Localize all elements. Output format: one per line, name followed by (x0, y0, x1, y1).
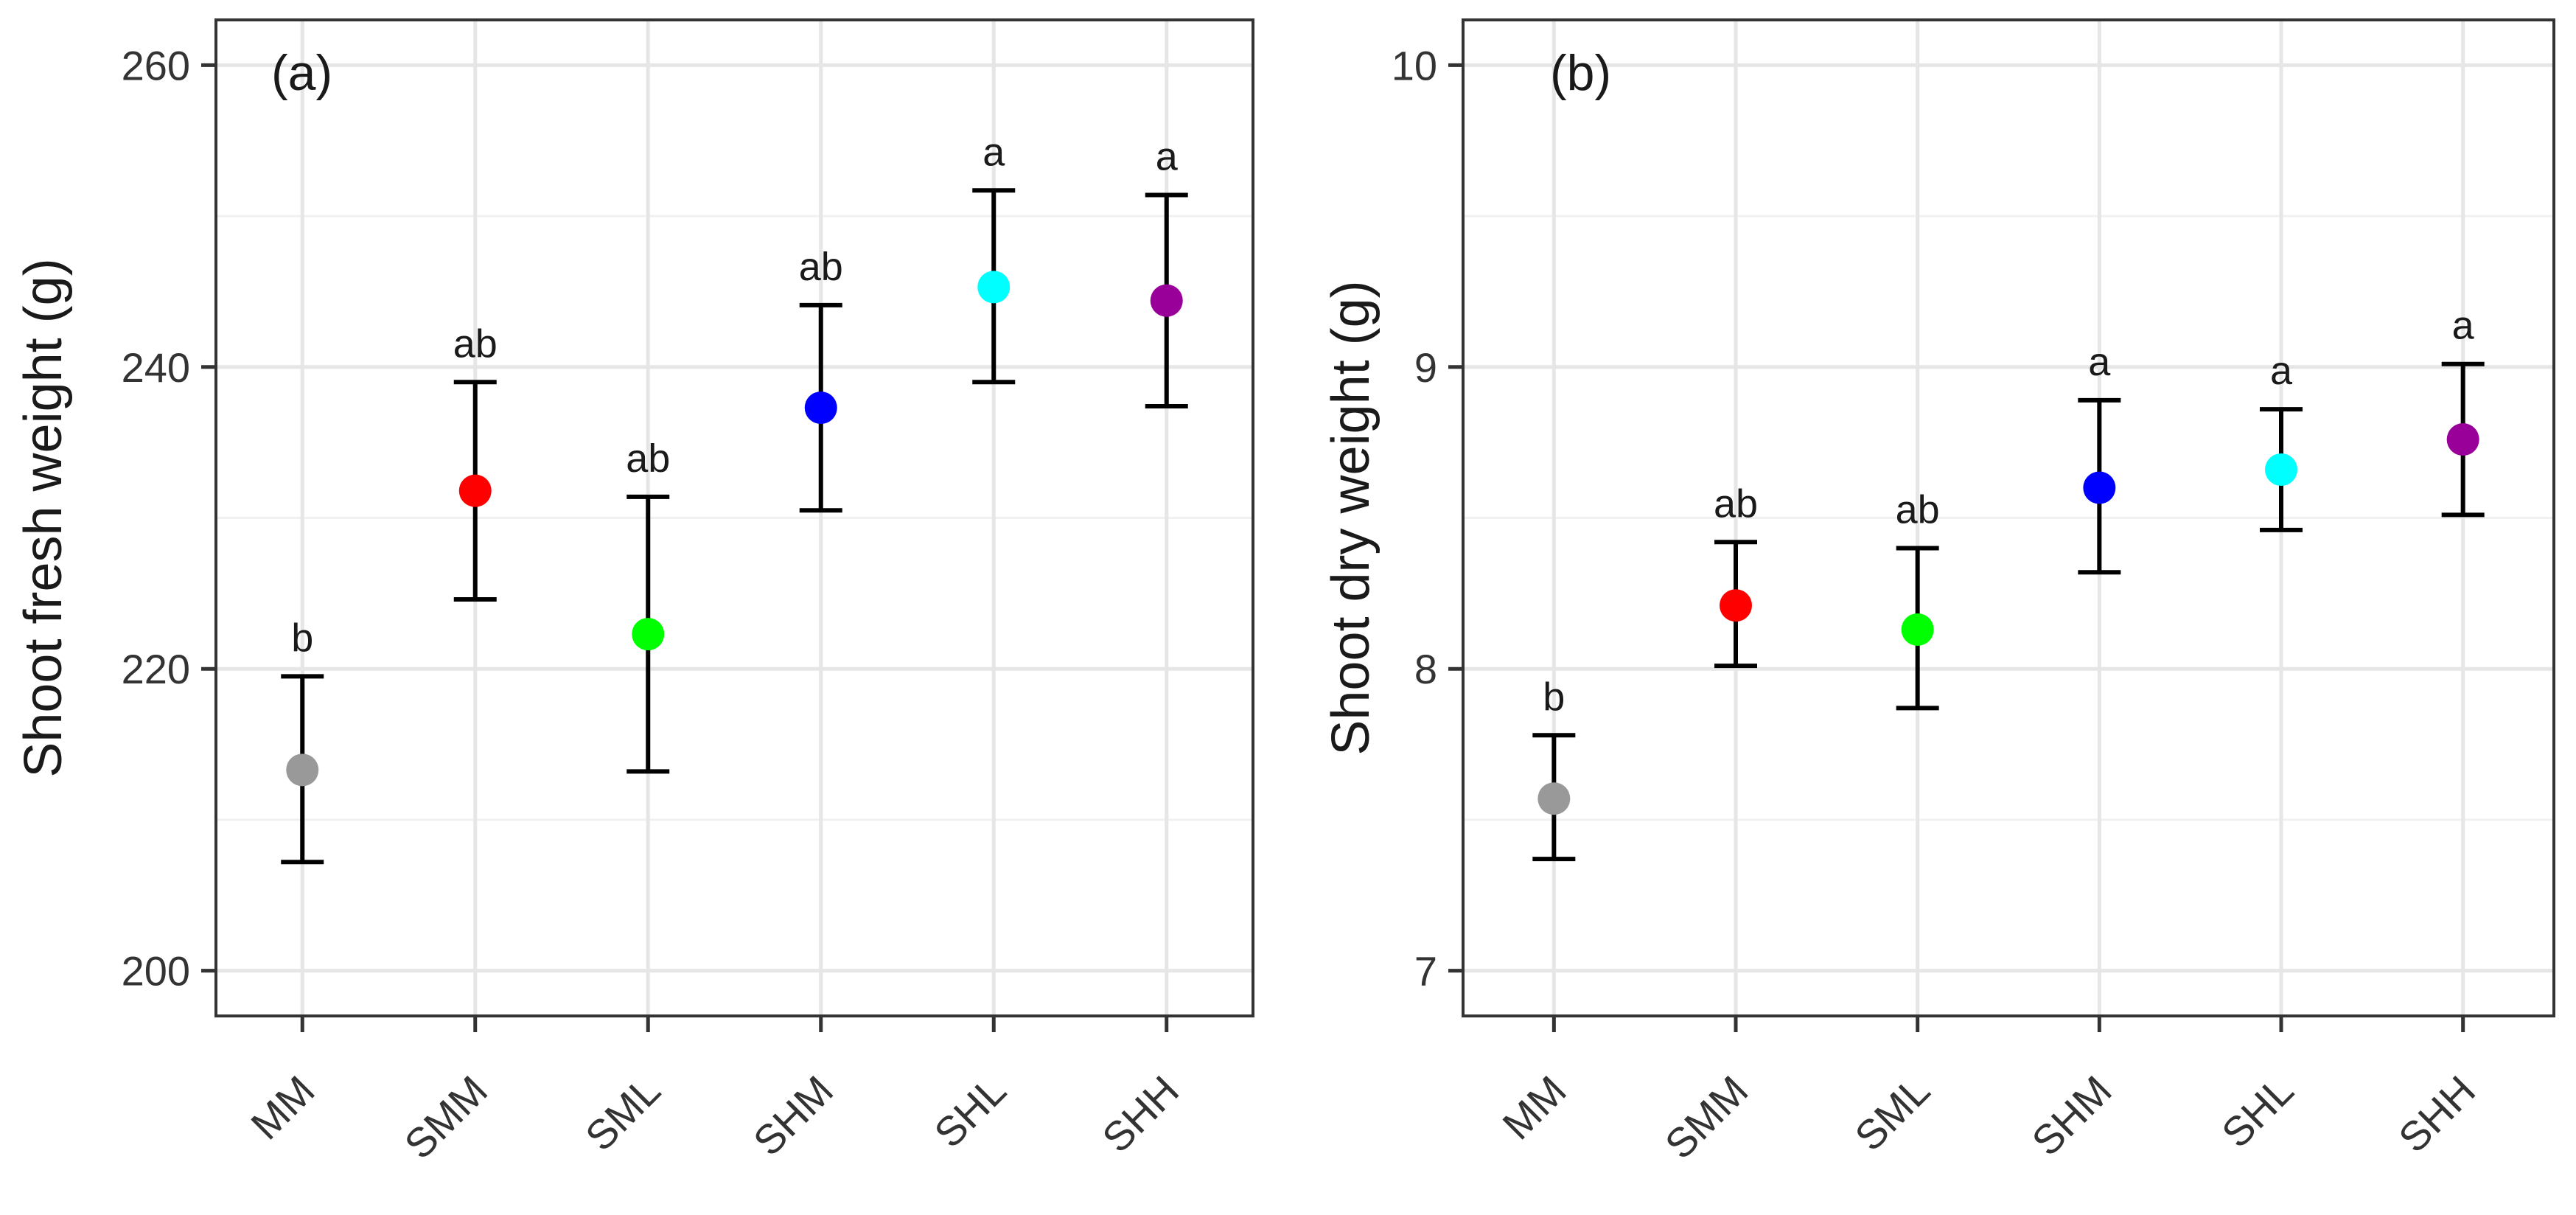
point-shl (2265, 453, 2297, 486)
y-axis-title: Shoot fresh weight (g) (14, 258, 73, 777)
x-tick-label-smm: SMM (395, 1067, 496, 1168)
significance-label: b (1543, 675, 1565, 719)
x-tick-label-shm: SHM (744, 1067, 842, 1165)
point-shl (977, 271, 1010, 304)
point-shm (804, 391, 837, 425)
significance-label: ab (799, 245, 843, 289)
panel-border (214, 18, 1254, 1017)
significance-label: a (2270, 349, 2293, 393)
point-mm (286, 753, 319, 787)
point-shm (2083, 471, 2116, 504)
x-tick-label-sml: SML (576, 1067, 669, 1160)
point-shh (1150, 284, 1183, 317)
point-smm (458, 474, 492, 507)
point-smm (1720, 589, 1752, 622)
point-mm (1537, 782, 1571, 815)
x-tick-label-shl: SHL (2213, 1067, 2303, 1157)
y-tick-label: 7 (1414, 948, 1437, 995)
y-tick-label: 9 (1414, 344, 1437, 391)
panel-border (1462, 18, 2555, 1017)
panel-b: 7 8 9 10 MM SMM SML SHM SHL SHH b ab ab a a a (b) Shoot d… (1322, 18, 2555, 1168)
y-tick-label: 220 (122, 646, 190, 692)
significance-label: a (2088, 340, 2111, 384)
significance-label: ab (1714, 481, 1758, 526)
significance-label: a (982, 130, 1005, 174)
x-tick-label-sml: SML (1846, 1067, 1938, 1160)
panel-label: (a) (271, 45, 332, 101)
significance-label: a (1156, 134, 1179, 178)
x-tick-label-shh: SHH (2390, 1067, 2484, 1161)
y-tick-label: 10 (1392, 42, 1437, 88)
significance-label: ab (1896, 487, 1940, 532)
x-tick-label-shh: SHH (1093, 1067, 1187, 1161)
x-tick-label-mm: MM (242, 1067, 324, 1149)
y-axis-title: Shoot dry weight (g) (1322, 280, 1381, 755)
panel-label: (b) (1550, 45, 1611, 101)
y-tick-label: 8 (1414, 646, 1437, 692)
point-sml (1901, 613, 1934, 646)
significance-label: b (291, 616, 313, 660)
point-sml (632, 618, 665, 651)
y-tick-label: 260 (122, 42, 190, 88)
x-tick-label-shl: SHL (925, 1067, 1015, 1157)
significance-label: ab (453, 321, 498, 366)
significance-label: a (2452, 304, 2475, 348)
x-tick-label-mm: MM (1493, 1067, 1575, 1149)
panel-a: 200 220 240 260 MM SMM SML SHM SHL SHH b ab ab ab a a (a… (14, 18, 1254, 1168)
x-tick-label-shm: SHM (2022, 1067, 2121, 1165)
significance-label: ab (626, 436, 670, 481)
y-tick-label: 200 (122, 948, 190, 995)
y-tick-label: 240 (122, 344, 190, 391)
point-shh (2446, 423, 2479, 456)
x-tick-label-smm: SMM (1656, 1067, 1757, 1168)
